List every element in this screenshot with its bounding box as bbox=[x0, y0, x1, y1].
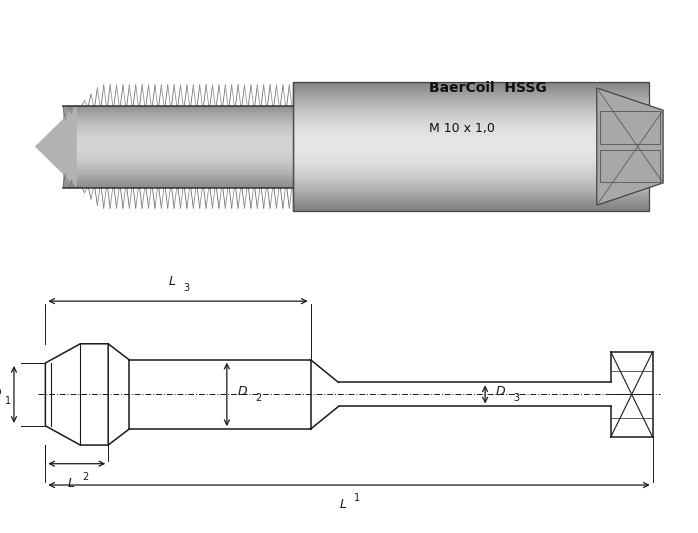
Text: L: L bbox=[340, 498, 347, 511]
Text: 1: 1 bbox=[6, 396, 11, 406]
Text: 2: 2 bbox=[82, 472, 88, 482]
Text: BaerCoil  HSSG: BaerCoil HSSG bbox=[429, 81, 547, 95]
Text: 1: 1 bbox=[355, 493, 360, 503]
Text: 2: 2 bbox=[255, 393, 261, 403]
Text: D: D bbox=[237, 385, 247, 398]
Text: 3: 3 bbox=[184, 283, 189, 293]
Text: 3: 3 bbox=[513, 393, 519, 403]
Polygon shape bbox=[597, 88, 663, 205]
Polygon shape bbox=[35, 106, 77, 188]
Text: L: L bbox=[169, 275, 176, 288]
Text: D: D bbox=[0, 386, 1, 400]
Bar bbox=[600, 111, 660, 144]
Bar bbox=[600, 150, 660, 182]
Bar bbox=[293, 82, 649, 211]
Text: D: D bbox=[496, 385, 505, 398]
Text: M 10 x 1,0: M 10 x 1,0 bbox=[429, 123, 495, 135]
Text: L: L bbox=[68, 477, 75, 490]
